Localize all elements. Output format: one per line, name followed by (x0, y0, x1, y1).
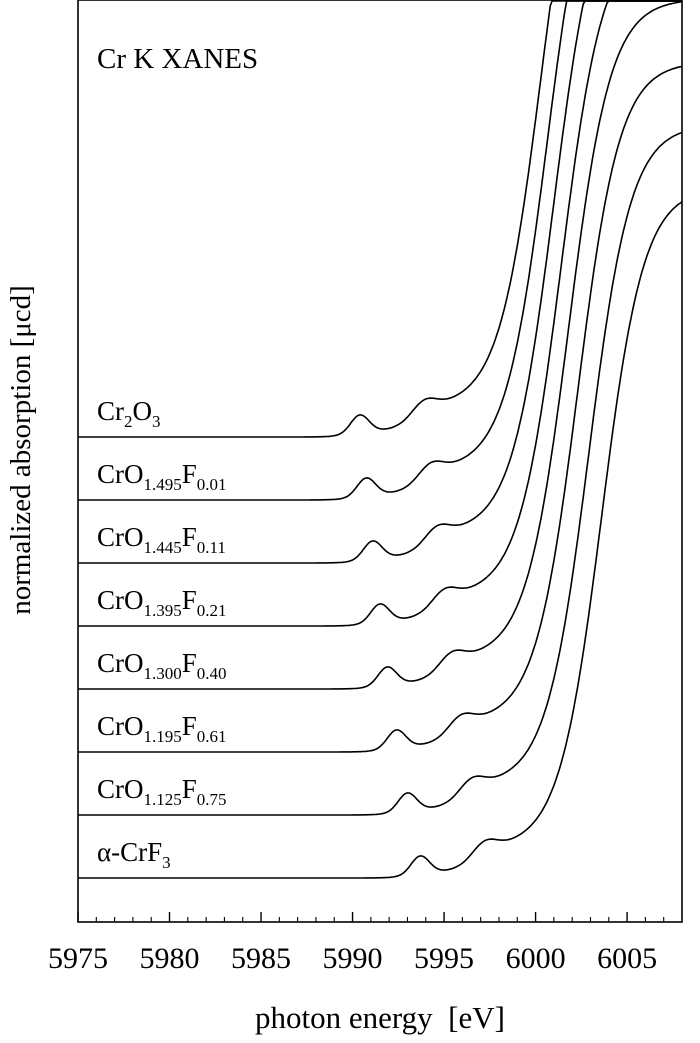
label-text: CrO (97, 585, 144, 615)
label-subscript: 0.01 (197, 475, 227, 494)
label-text: CrO (97, 648, 144, 678)
label-subscript: 2 (124, 412, 133, 431)
x-tick-label: 5990 (323, 942, 383, 975)
y-axis-label: normalized absorption [μcd] (5, 285, 37, 615)
label-subscript: 1.395 (144, 601, 182, 620)
series-label: CrO1.195F0.61 (97, 711, 227, 746)
label-subscript: 1.300 (144, 664, 182, 683)
label-subscript: 1.195 (144, 727, 182, 746)
label-subscript: 0.11 (197, 538, 226, 557)
series-label: CrO1.495F0.01 (97, 459, 227, 494)
label-text: CrO (97, 711, 144, 741)
label-subscript: 0.61 (197, 727, 227, 746)
label-subscript: 1.125 (144, 790, 182, 809)
spectrum-line (78, 65, 683, 753)
label-text: F (182, 522, 197, 552)
x-axis-label: photon energy [eV] (255, 1000, 505, 1035)
label-subscript: 3 (152, 412, 161, 431)
label-subscript: 1.445 (144, 538, 182, 557)
spectrum-line (78, 0, 682, 501)
x-tick-label: 5980 (140, 942, 200, 975)
x-tick-label: 5995 (414, 942, 474, 975)
series-label: CrO1.300F0.40 (97, 648, 227, 683)
label-text: F (182, 459, 197, 489)
spectrum-line (78, 131, 683, 816)
label-subscript: 0.40 (197, 664, 227, 683)
series-labels: Cr2O3CrO1.495F0.01CrO1.445F0.11CrO1.395F… (97, 396, 227, 872)
x-tick-label: 5985 (231, 942, 291, 975)
x-tick-label: 6005 (597, 942, 657, 975)
label-text: CrO (97, 459, 144, 489)
x-axis-tick-labels: 5975 5980 5985 5990 5995 6000 6005 (48, 942, 657, 975)
spectrum-line (78, 0, 683, 690)
label-text: Cr (97, 396, 124, 426)
series-label: CrO1.445F0.11 (97, 522, 226, 557)
label-subscript: 0.21 (197, 601, 227, 620)
label-text: O (133, 396, 153, 426)
label-subscript: 1.495 (144, 475, 182, 494)
series-label: α-CrF3 (97, 837, 171, 872)
label-subscript: 3 (162, 853, 171, 872)
x-axis-ticks (77, 912, 665, 922)
label-subscript: 0.75 (197, 790, 227, 809)
label-text: F (182, 774, 197, 804)
x-tick-label: 6000 (506, 942, 566, 975)
series-label: CrO1.125F0.75 (97, 774, 227, 809)
label-text: CrO (97, 522, 144, 552)
label-text: F (182, 711, 197, 741)
plot-frame (77, 0, 683, 923)
series-label: CrO1.395F0.21 (97, 585, 227, 620)
label-text: F (182, 648, 197, 678)
x-tick-label: 5975 (48, 942, 108, 975)
spectra-curves (78, 0, 683, 879)
spectrum-line (78, 0, 682, 564)
series-label: Cr2O3 (97, 396, 161, 431)
spectrum-line (78, 0, 682, 627)
label-text: F (182, 585, 197, 615)
chart-title: Cr K XANES (97, 43, 258, 75)
label-text: CrO (97, 774, 144, 804)
label-text: α-CrF (97, 837, 162, 867)
spectrum-line (78, 201, 683, 879)
